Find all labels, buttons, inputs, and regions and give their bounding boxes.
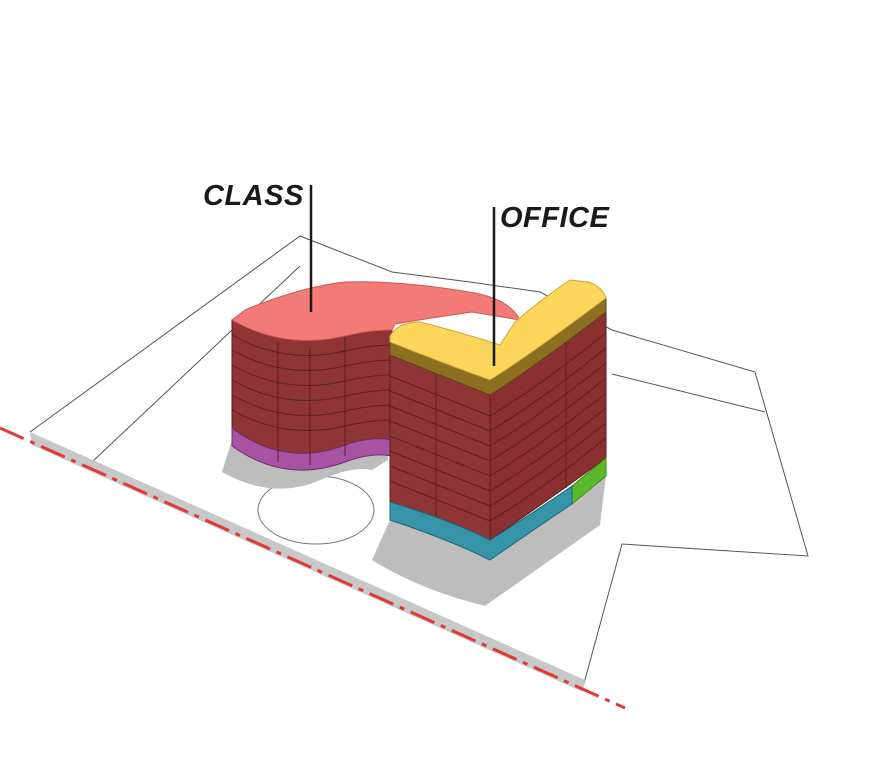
- office-label: OFFICE: [500, 202, 610, 234]
- site-edge: [0, 426, 626, 710]
- office-block: [389, 279, 607, 561]
- class-label: CLASS: [203, 180, 304, 212]
- leader-lines: [309, 185, 496, 366]
- property-line: [0, 426, 626, 710]
